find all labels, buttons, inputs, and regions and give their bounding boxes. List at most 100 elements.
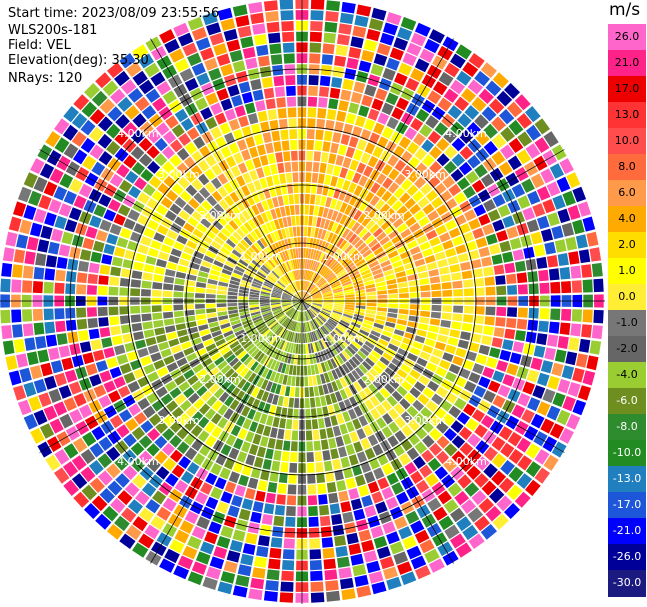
range-gate bbox=[106, 463, 121, 479]
range-gate bbox=[209, 556, 225, 570]
range-gate bbox=[241, 381, 251, 392]
range-gate bbox=[369, 368, 380, 379]
range-gate bbox=[272, 416, 280, 428]
range-gate bbox=[471, 409, 485, 423]
range-gate bbox=[197, 416, 210, 429]
azimuth-spoke bbox=[301, 149, 565, 302]
range-gate bbox=[302, 293, 309, 301]
range-gate bbox=[266, 392, 274, 404]
range-gate bbox=[134, 96, 150, 112]
range-gate bbox=[111, 256, 123, 267]
range-gate bbox=[363, 550, 378, 563]
range-gate bbox=[119, 227, 132, 239]
range-gate bbox=[304, 376, 309, 387]
range-gate bbox=[399, 192, 411, 204]
range-gate bbox=[432, 244, 444, 254]
range-gate bbox=[240, 255, 251, 264]
range-gate bbox=[305, 398, 310, 408]
range-gate bbox=[410, 470, 424, 484]
range-gate bbox=[116, 424, 130, 438]
range-gate bbox=[431, 196, 444, 209]
range-gate bbox=[450, 507, 466, 523]
range-gate bbox=[302, 301, 312, 304]
range-gate bbox=[366, 28, 381, 42]
range-gate bbox=[317, 279, 326, 287]
range-gate bbox=[218, 315, 229, 321]
range-gate bbox=[260, 469, 270, 481]
range-gate bbox=[231, 249, 242, 258]
range-gate bbox=[453, 289, 463, 297]
range-gate bbox=[283, 538, 295, 549]
range-gate bbox=[398, 287, 409, 293]
range-gate bbox=[165, 269, 176, 277]
range-gate bbox=[320, 229, 327, 240]
range-gate bbox=[287, 320, 293, 330]
colorbar-segment bbox=[608, 128, 646, 155]
range-gate bbox=[261, 287, 272, 292]
range-gate bbox=[415, 479, 430, 494]
range-gate bbox=[91, 161, 106, 176]
range-gate bbox=[508, 449, 524, 465]
range-gate bbox=[464, 209, 477, 222]
colorbar-tick-label: 13.0 bbox=[614, 108, 640, 121]
range-gate bbox=[342, 281, 352, 287]
range-gate bbox=[259, 436, 269, 447]
range-gate bbox=[253, 242, 263, 252]
range-gate bbox=[459, 146, 474, 160]
range-gate bbox=[582, 216, 596, 232]
range-gate bbox=[344, 294, 355, 298]
range-gate bbox=[508, 137, 524, 153]
range-gate bbox=[356, 4, 372, 17]
range-gate bbox=[366, 295, 377, 299]
range-gate bbox=[548, 321, 560, 334]
range-gate bbox=[443, 428, 457, 442]
range-gate bbox=[404, 462, 418, 475]
range-gate bbox=[286, 96, 297, 107]
range-gate bbox=[277, 108, 287, 119]
range-gate bbox=[290, 271, 295, 281]
range-gate bbox=[432, 348, 444, 358]
range-gate bbox=[183, 222, 195, 233]
range-gate bbox=[343, 467, 354, 479]
range-gate bbox=[259, 155, 269, 166]
range-gate bbox=[307, 96, 318, 107]
range-gate bbox=[59, 413, 74, 429]
range-gate bbox=[147, 219, 159, 231]
range-gate bbox=[270, 301, 281, 304]
range-gate bbox=[293, 183, 299, 194]
range-gate bbox=[430, 311, 441, 319]
range-gate bbox=[283, 318, 290, 327]
range-gate bbox=[364, 142, 376, 155]
range-gate bbox=[380, 334, 391, 342]
range-gate bbox=[166, 331, 178, 341]
range-gate bbox=[22, 280, 33, 293]
range-gate bbox=[333, 291, 344, 295]
range-gate bbox=[184, 141, 198, 155]
colorbar-segment bbox=[608, 440, 646, 467]
range-gate bbox=[271, 303, 281, 307]
range-gate bbox=[298, 344, 301, 354]
range-gate bbox=[397, 561, 413, 575]
range-gate bbox=[400, 363, 412, 374]
range-gate bbox=[525, 106, 541, 123]
range-gate bbox=[237, 162, 248, 174]
range-gate bbox=[323, 305, 333, 309]
range-gate bbox=[284, 352, 290, 363]
range-gate bbox=[502, 339, 514, 351]
range-gate bbox=[110, 498, 126, 514]
ring-label: 1.00km bbox=[240, 332, 282, 345]
range-gate bbox=[198, 324, 209, 331]
range-gate bbox=[156, 81, 172, 96]
range-gate bbox=[294, 301, 302, 308]
range-gate bbox=[223, 350, 234, 360]
range-gate bbox=[312, 353, 317, 364]
range-gate bbox=[205, 303, 216, 309]
range-gate bbox=[442, 413, 456, 427]
range-gate bbox=[143, 264, 155, 273]
range-gate bbox=[299, 311, 302, 322]
range-gate bbox=[154, 450, 168, 465]
range-gate bbox=[546, 405, 561, 421]
range-gate bbox=[200, 373, 212, 385]
range-gate bbox=[314, 250, 320, 261]
range-gate bbox=[306, 282, 311, 292]
